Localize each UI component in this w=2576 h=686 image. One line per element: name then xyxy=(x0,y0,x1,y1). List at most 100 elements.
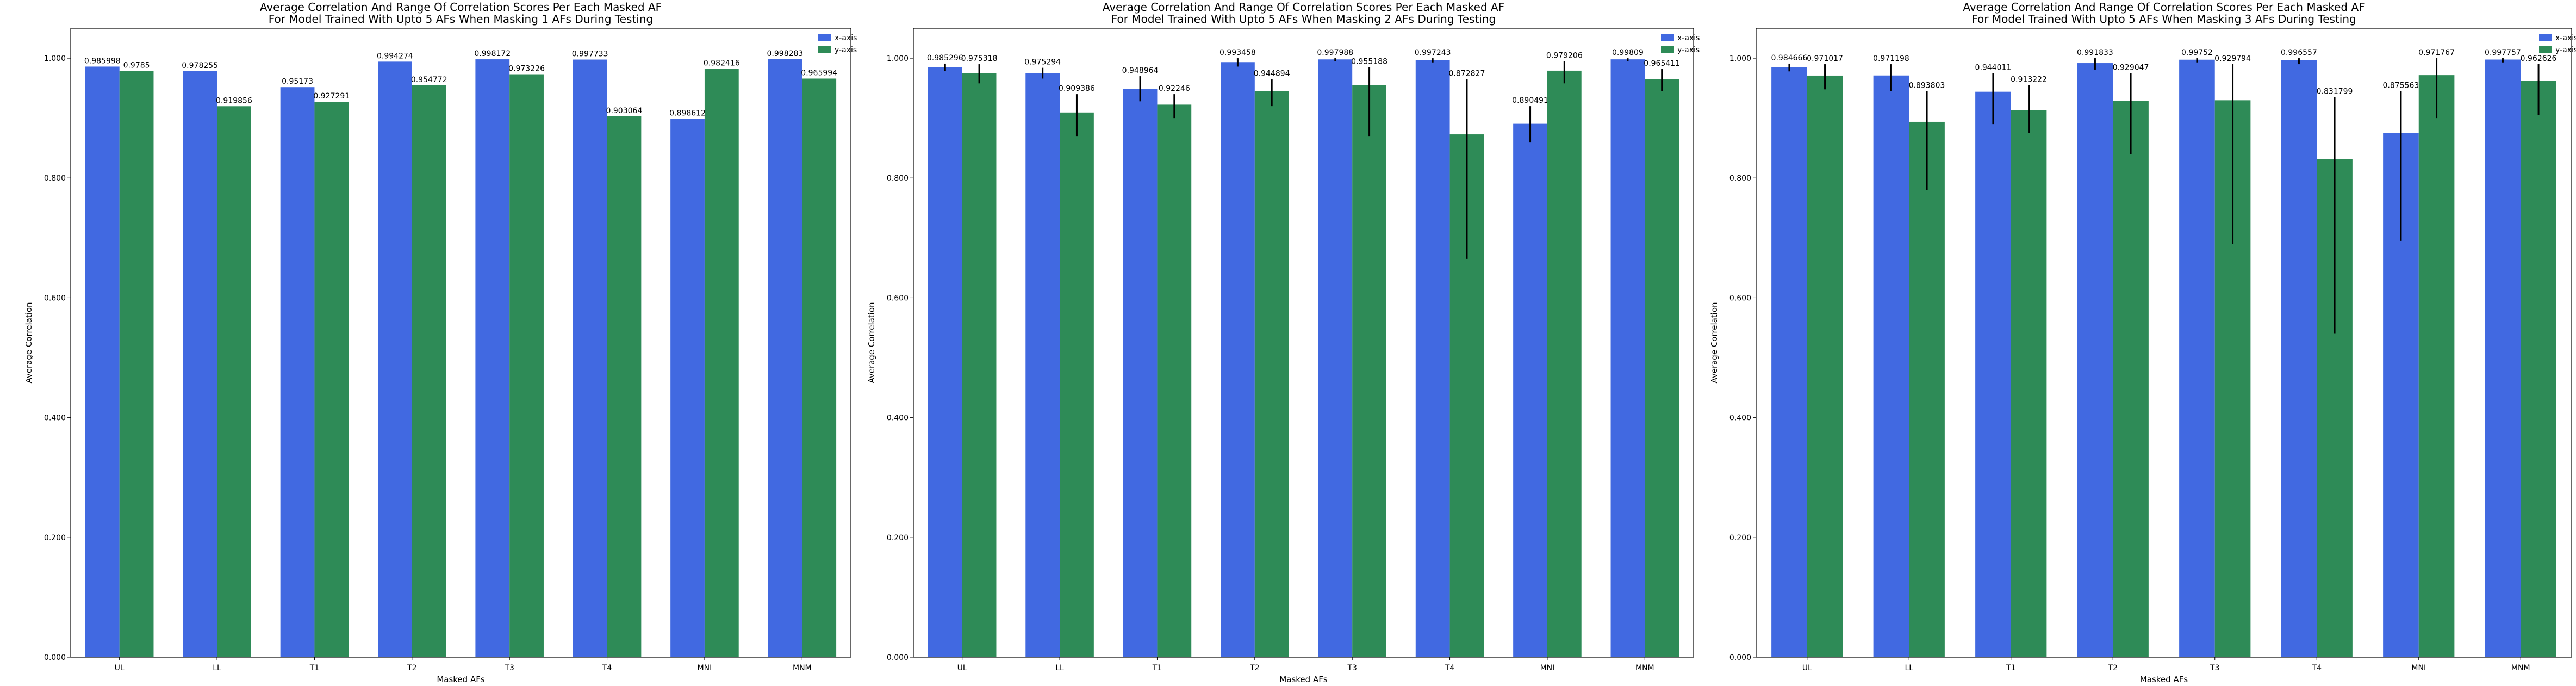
chart-3-ylabel: Average Correlation xyxy=(1709,302,1719,383)
chart-2-title-line-2: For Model Trained With Upto 5 AFs When M… xyxy=(1111,13,1496,26)
chart-2-data-label-y-axis-ll: 0.909386 xyxy=(1059,84,1095,93)
chart-2-ytick-label-5: 1.000 xyxy=(887,54,909,63)
chart-1-legend-label-x-axis: x-axis xyxy=(835,34,857,42)
chart-1-data-label-y-axis-mni: 0.982416 xyxy=(704,59,740,67)
chart-1-xtick-label-t2: T2 xyxy=(407,664,416,672)
chart-1-title-line-1: Average Correlation And Range Of Correla… xyxy=(260,1,662,14)
chart-3-xtick-label-ul: UL xyxy=(1802,664,1812,672)
chart-1-ylabel: Average Correlation xyxy=(24,302,34,383)
chart-2-legend-label-x-axis: x-axis xyxy=(1677,34,1700,42)
chart-3-data-label-x-axis-t2: 0.991833 xyxy=(2077,48,2113,57)
chart-2-bar-y-axis-mni xyxy=(1547,70,1582,658)
chart-3-data-label-x-axis-mni: 0.875563 xyxy=(2383,82,2419,90)
chart-3-data-label-y-axis-t3: 0.929794 xyxy=(2214,54,2251,63)
chart-1-bar-x-axis-t3 xyxy=(475,59,510,657)
chart-3-xtick-label-ll: LL xyxy=(1905,664,1913,672)
chart-1-data-label-x-axis-t1: 0.95173 xyxy=(282,77,313,86)
chart-2-bar-y-axis-ll xyxy=(1060,112,1094,657)
chart-2-legend-swatch-y-axis xyxy=(1661,46,1674,53)
chart-3-legend-label-x-axis: x-axis xyxy=(2555,34,2576,42)
chart-2-data-label-y-axis-mni: 0.979206 xyxy=(1546,52,1583,60)
chart-1-bar-y-axis-t4 xyxy=(607,116,642,658)
chart-1-bar-x-axis-ll xyxy=(183,71,217,658)
chart-1-xtick-label-mni: MNI xyxy=(698,664,712,672)
chart-3-data-label-x-axis-t3: 0.99752 xyxy=(2181,48,2213,57)
chart-1-data-label-x-axis-t2: 0.994274 xyxy=(377,52,413,60)
chart-3-ytick-label-2: 0.400 xyxy=(1729,414,1751,423)
chart-2-ytick-label-2: 0.400 xyxy=(887,414,909,423)
chart-1-data-label-x-axis-mnm: 0.998283 xyxy=(767,50,804,58)
chart-3-bar-y-axis-t2 xyxy=(2113,101,2149,657)
chart-1-data-label-x-axis-mni: 0.898612 xyxy=(669,109,706,118)
chart-3-xtick-label-t3: T3 xyxy=(2210,664,2219,672)
chart-1-ytick-label-1: 0.200 xyxy=(44,534,66,542)
chart-1-bar-y-axis-t3 xyxy=(509,74,544,657)
chart-3-bar-y-axis-t1 xyxy=(2011,110,2047,657)
chart-1-xlabel: Masked AFs xyxy=(437,675,485,684)
chart-2-data-label-y-axis-t2: 0.944894 xyxy=(1254,70,1290,78)
chart-1-xtick-label-ll: LL xyxy=(213,664,221,672)
chart-2-plot-area xyxy=(913,28,1694,658)
chart-3-xlabel: Masked AFs xyxy=(2140,675,2188,684)
chart-3-plot-area xyxy=(1756,28,2572,658)
chart-1-ytick-label-5: 1.000 xyxy=(44,54,66,63)
chart-1-data-label-x-axis-ll: 0.978255 xyxy=(182,61,218,70)
chart-2-legend-label-y-axis: y-axis xyxy=(1677,46,1700,54)
chart-1-data-label-y-axis-t2: 0.954772 xyxy=(411,76,447,84)
chart-3-xtick-label-mni: MNI xyxy=(2411,664,2426,672)
chart-1-data-label-y-axis-ll: 0.919856 xyxy=(216,96,252,105)
chart-1-bar-y-axis-ul xyxy=(119,71,154,657)
chart-3-bar-y-axis-mnm xyxy=(2521,81,2556,658)
chart-2-data-label-x-axis-ll: 0.975294 xyxy=(1024,58,1061,67)
chart-3-data-label-y-axis-t4: 0.831799 xyxy=(2317,88,2353,96)
chart-2-bar-x-axis-mnm xyxy=(1610,59,1645,658)
chart-1-plot-area xyxy=(70,28,851,658)
chart-2-xtick-label-ul: UL xyxy=(957,664,967,672)
chart-3-data-label-x-axis-t1: 0.944011 xyxy=(1975,64,2012,72)
chart-2-title-line-1: Average Correlation And Range Of Correla… xyxy=(1103,1,1504,14)
chart-1-bar-x-axis-mni xyxy=(670,119,705,658)
chart-2-data-label-x-axis-t1: 0.948964 xyxy=(1122,66,1159,75)
chart-2-bar-y-axis-t2 xyxy=(1254,91,1289,658)
chart-3-data-label-y-axis-ul: 0.971017 xyxy=(1807,54,1843,63)
chart-2-ytick-label-3: 0.600 xyxy=(887,294,909,302)
chart-1-legend-swatch-y-axis xyxy=(818,46,831,53)
chart-2-data-label-y-axis-ul: 0.975318 xyxy=(961,54,998,63)
chart-3-bar-x-axis-t1 xyxy=(1975,91,2011,657)
chart-3-ytick-label-5: 1.000 xyxy=(1729,54,1751,63)
chart-3-bar-x-axis-ll xyxy=(1873,75,1909,658)
chart-1-title-line-2: For Model Trained With Upto 5 AFs When M… xyxy=(269,13,653,26)
chart-2-ytick-label-1: 0.200 xyxy=(887,534,909,542)
chart-1-bar-x-axis-ul xyxy=(85,66,120,658)
chart-1-data-label-y-axis-t4: 0.903064 xyxy=(606,107,643,115)
chart-3-ytick-label-1: 0.200 xyxy=(1729,534,1751,542)
chart-2-bar-x-axis-t4 xyxy=(1415,60,1450,657)
chart-2-data-label-x-axis-t2: 0.993458 xyxy=(1219,48,1256,57)
chart-2-ytick-label-4: 0.800 xyxy=(887,174,909,183)
chart-1-ytick-label-0: 0.000 xyxy=(44,653,66,662)
chart-1-data-label-x-axis-t3: 0.998172 xyxy=(474,50,511,58)
chart-1-bar-x-axis-t1 xyxy=(280,87,315,658)
chart-1-legend-label-y-axis: y-axis xyxy=(835,46,857,54)
chart-1-data-label-y-axis-t3: 0.973226 xyxy=(508,65,545,73)
chart-3-data-label-y-axis-ll: 0.893803 xyxy=(1909,82,1945,90)
chart-3-bar-y-axis-ll xyxy=(1909,121,1945,657)
chart-3-ytick-label-3: 0.600 xyxy=(1729,294,1751,302)
chart-1-ytick-label-2: 0.400 xyxy=(44,414,66,423)
chart-1-bar-y-axis-ll xyxy=(217,106,251,657)
chart-2-data-label-x-axis-t4: 0.997243 xyxy=(1415,48,1451,57)
chart-2-xtick-label-mni: MNI xyxy=(1540,664,1555,672)
chart-1-ytick-label-3: 0.600 xyxy=(44,294,66,302)
chart-1-bar-y-axis-mnm xyxy=(802,78,837,658)
chart-2-xlabel: Masked AFs xyxy=(1279,675,1328,684)
chart-3-xtick-label-t1: T1 xyxy=(2006,664,2015,672)
chart-3-data-label-y-axis-t1: 0.913222 xyxy=(2011,76,2047,84)
chart-2-bar-x-axis-t3 xyxy=(1318,59,1353,658)
chart-2-xtick-label-mnm: MNM xyxy=(1635,664,1654,672)
chart-2-data-label-x-axis-mni: 0.890491 xyxy=(1512,96,1548,105)
chart-3-data-label-y-axis-mni: 0.971767 xyxy=(2418,48,2455,57)
chart-3-xtick-label-t2: T2 xyxy=(2108,664,2118,672)
chart-2-xtick-label-t3: T3 xyxy=(1347,664,1357,672)
chart-2-bar-y-axis-mnm xyxy=(1645,79,1679,658)
